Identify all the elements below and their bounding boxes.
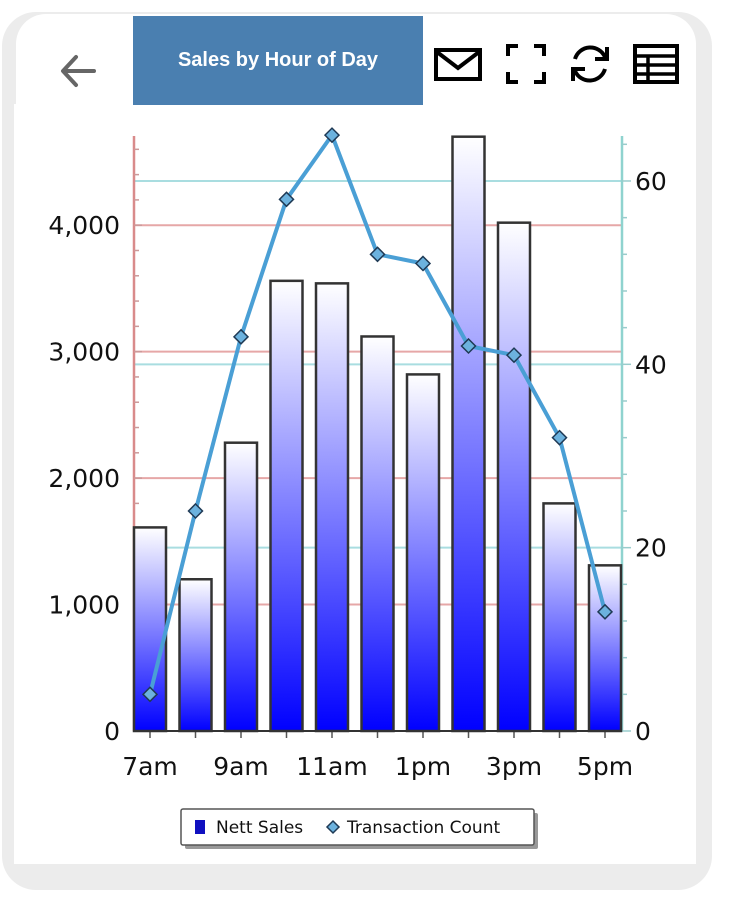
email-button[interactable] <box>432 38 484 90</box>
table-view-button[interactable] <box>630 38 682 90</box>
fullscreen-button[interactable] <box>500 38 552 90</box>
fullscreen-icon <box>506 44 546 84</box>
chart-body <box>14 104 696 864</box>
refresh-icon <box>571 45 609 83</box>
arrow-left-icon <box>61 55 96 87</box>
refresh-button[interactable] <box>564 38 616 90</box>
back-button[interactable] <box>52 45 104 97</box>
table-icon <box>633 44 679 84</box>
chart-title: Sales by Hour of Day <box>133 16 423 105</box>
mail-icon <box>434 48 482 81</box>
